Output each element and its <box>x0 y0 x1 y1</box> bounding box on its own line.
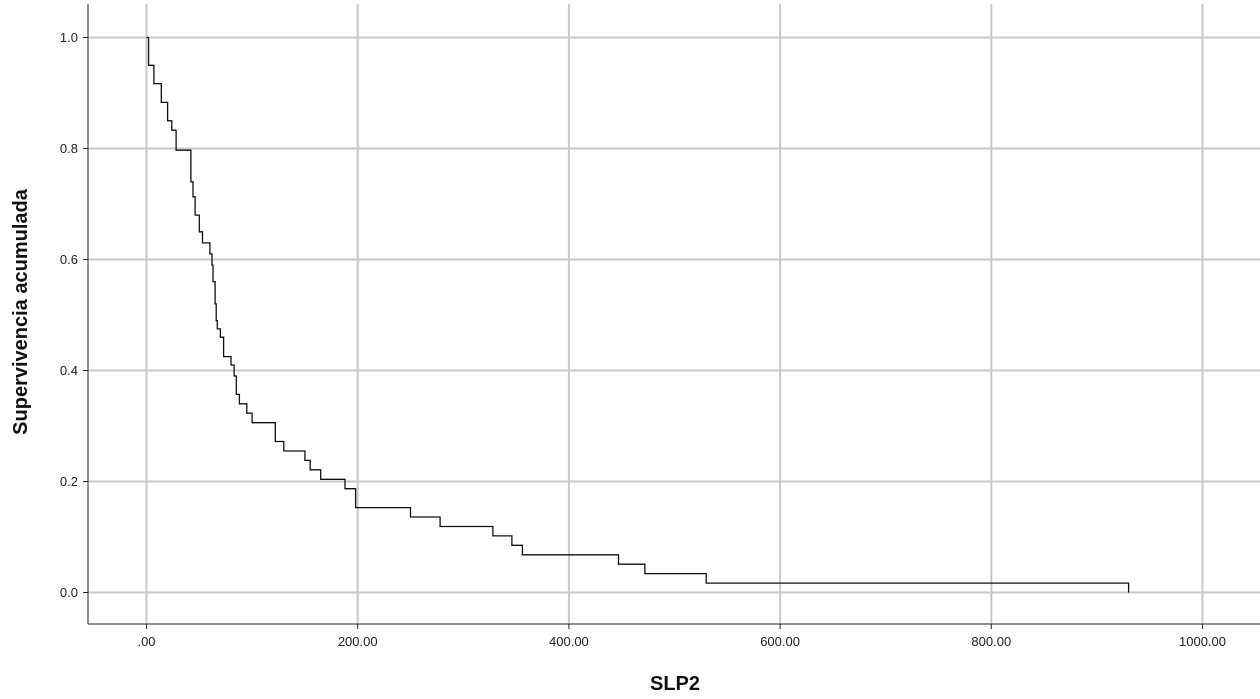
x-tick-label: 600.00 <box>760 634 800 649</box>
y-tick-label: 0.2 <box>60 474 78 489</box>
plot-area <box>146 36 1130 593</box>
y-tick-label: 0.0 <box>60 585 78 600</box>
y-axis-title: Supervivencia acumulada <box>10 188 32 435</box>
y-tick-label: 1.0 <box>60 30 78 45</box>
survival-curve <box>146 36 1130 593</box>
y-tick-label: 0.8 <box>60 141 78 156</box>
x-tick-label: 1000.00 <box>1179 634 1226 649</box>
x-tick-label: 200.00 <box>338 634 378 649</box>
x-tick-label: .00 <box>137 634 155 649</box>
y-tick-label: 0.6 <box>60 252 78 267</box>
x-tick-label: 400.00 <box>549 634 589 649</box>
axes <box>87 4 1260 625</box>
grid <box>88 4 1260 624</box>
y-tick-label: 0.4 <box>60 363 78 378</box>
ticks: .00 200.00 400.00 600.00 800.00 1000.00 0.0 0.2… <box>60 30 1226 649</box>
x-tick-label: 800.00 <box>971 634 1011 649</box>
x-axis-title: SLP2 <box>650 673 700 695</box>
